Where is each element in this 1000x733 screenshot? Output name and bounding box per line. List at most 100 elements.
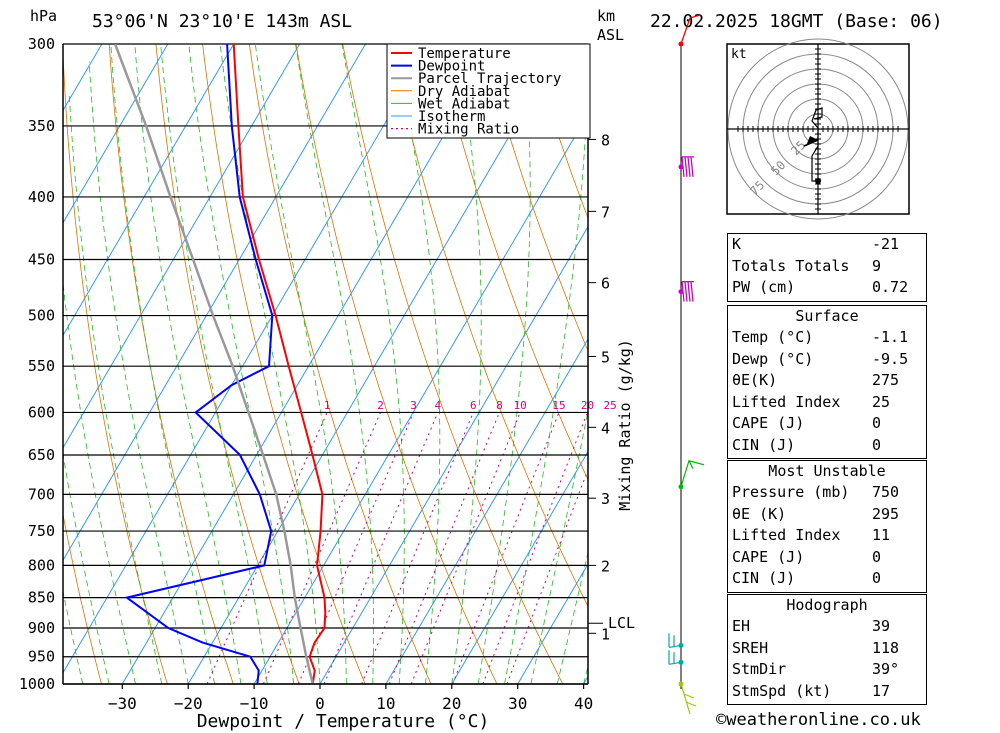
- most-unstable-row: CAPE (J) 0: [728, 547, 926, 569]
- hodograph-table: Hodograph EH 39 SREH 118 StmDir 39° StmSpd (kt…: [727, 594, 927, 705]
- legend-label: Isotherm: [418, 109, 485, 125]
- mixing-ratio-line: [388, 412, 500, 684]
- dry-adiabat-line: [202, 44, 366, 684]
- surface-label: CAPE (J): [732, 414, 805, 432]
- dry-adiabat-line: [295, 44, 498, 684]
- isotherm-line: [319, 225, 588, 684]
- legend-label: Temperature: [418, 46, 511, 62]
- surface-value: -9.5: [872, 349, 909, 368]
- most-unstable-value: 0: [872, 569, 882, 587]
- wet-adiabat-line: [160, 44, 268, 684]
- dry-adiabat-line: [435, 44, 588, 481]
- hodograph-label: StmDir: [732, 660, 787, 678]
- mixing-ratio-label: 3: [410, 399, 417, 412]
- surface-row: θE(K) 275: [728, 370, 926, 392]
- indices-table: K -21 Totals Totals 9 PW (cm) 0.72: [727, 233, 927, 302]
- x-tick-label: 30: [508, 694, 527, 713]
- legend-label: Wet Adiabat: [418, 96, 511, 112]
- km-tick-label: 1: [601, 625, 610, 643]
- x-tick-label: −20: [174, 694, 203, 713]
- most-unstable-label: Pressure (mb): [732, 483, 850, 501]
- wet-adiabat-line: [188, 44, 294, 684]
- index-row: K -21: [728, 234, 926, 256]
- most-unstable-row: CIN (J) 0: [728, 568, 926, 590]
- mixing-ratio-label: 25: [603, 399, 616, 412]
- legend-label: Mixing Ratio: [418, 122, 519, 138]
- most-unstable-label: θE (K): [732, 504, 787, 523]
- pressure-tick-label: 650: [28, 446, 55, 464]
- wet-adiabat-line: [295, 44, 374, 684]
- temperature-line: [232, 44, 327, 684]
- mixing-ratio-label: 4: [434, 399, 441, 412]
- wind-barb: [668, 633, 682, 649]
- dry-adiabat-line: [248, 44, 432, 684]
- wet-adiabat-line: [451, 44, 482, 684]
- surface-label: Lifted Index: [732, 392, 841, 411]
- surface-table: Surface Temp (°C) -1.1 Dewp (°C) -9.5 θE(K) 2…: [727, 305, 927, 459]
- index-label: Totals Totals: [732, 256, 850, 275]
- x-tick-label: 0: [315, 694, 325, 713]
- hodograph-row: StmDir 39°: [728, 659, 926, 681]
- pressure-unit: hPa: [30, 7, 57, 25]
- surface-value: 0: [872, 414, 882, 432]
- surface-label: θE(K): [732, 371, 778, 389]
- mixing-ratio-label: 6: [470, 399, 477, 412]
- x-tick-label: 40: [574, 694, 593, 713]
- pressure-tick-label: 550: [28, 357, 55, 375]
- surface-title: Surface: [795, 307, 859, 325]
- datetime-title: 22.02.2025 18GMT (Base: 06): [650, 11, 943, 32]
- most-unstable-title: Most Unstable: [768, 462, 886, 480]
- wind-barb: [680, 460, 705, 487]
- most-unstable-value: 750: [872, 483, 900, 501]
- surface-row: Lifted Index 25: [728, 392, 926, 414]
- pressure-tick-label: 600: [28, 404, 55, 422]
- pressure-tick-label: 450: [28, 251, 55, 269]
- mixing-ratio-label: 1: [324, 399, 331, 412]
- wind-barb: [680, 683, 697, 715]
- wet-adiabat-line: [63, 589, 84, 684]
- most-unstable-value: 295: [872, 504, 900, 523]
- dry-adiabat-line: [997, 44, 1000, 684]
- legend-label: Dewpoint: [418, 59, 485, 75]
- pressure-tick-label: 700: [28, 485, 55, 503]
- km-tick-label: 3: [601, 490, 610, 508]
- isotherm-line: [63, 44, 235, 337]
- mixing-ratio-line: [262, 412, 381, 684]
- isotherm-line: [63, 44, 366, 562]
- wet-adiabat-line: [477, 44, 531, 684]
- index-row: Totals Totals 9: [728, 256, 926, 278]
- mixing-ratio-line: [206, 412, 328, 684]
- pressure-tick-label: 400: [28, 188, 55, 206]
- wind-barb: [680, 14, 701, 45]
- x-tick-label: 20: [442, 694, 461, 713]
- x-tick-label: 10: [376, 694, 395, 713]
- surface-row: Temp (°C) -1.1: [728, 327, 926, 349]
- mixing-ratio-line: [506, 468, 588, 684]
- pressure-tick-label: 850: [28, 589, 55, 607]
- most-unstable-row: Lifted Index 11: [728, 525, 926, 547]
- wet-adiabat-line: [63, 280, 136, 684]
- km-tick-label: 2: [601, 557, 610, 575]
- mixing-ratio-label: 8: [496, 399, 503, 412]
- surface-value: -1.1: [872, 328, 909, 346]
- wet-adiabat-line: [341, 44, 405, 684]
- wet-adiabat-line: [63, 452, 110, 684]
- surface-value: 275: [872, 371, 900, 389]
- mixing-ratio-axis-label: Mixing Ratio (g/kg): [616, 339, 634, 511]
- location-title: 53°06'N 23°10'E 143m ASL: [92, 11, 352, 32]
- wet-adiabat-line: [68, 94, 163, 684]
- wet-adiabat-line: [254, 44, 347, 684]
- dry-adiabat-line: [63, 512, 102, 684]
- hodograph-unit: kt: [731, 47, 747, 62]
- mixing-ratio-labels: 12346810152025: [324, 399, 617, 412]
- most-unstable-row: Pressure (mb) 750: [728, 482, 926, 504]
- hodograph-value: 39°: [872, 660, 900, 678]
- surface-label: Dewp (°C): [732, 349, 814, 368]
- height-unit: km: [597, 7, 615, 25]
- hodograph-value: 118: [872, 638, 900, 657]
- wind-barb: [668, 650, 682, 665]
- hodograph-title: Hodograph: [786, 596, 868, 614]
- hodograph-value: 39: [872, 617, 891, 635]
